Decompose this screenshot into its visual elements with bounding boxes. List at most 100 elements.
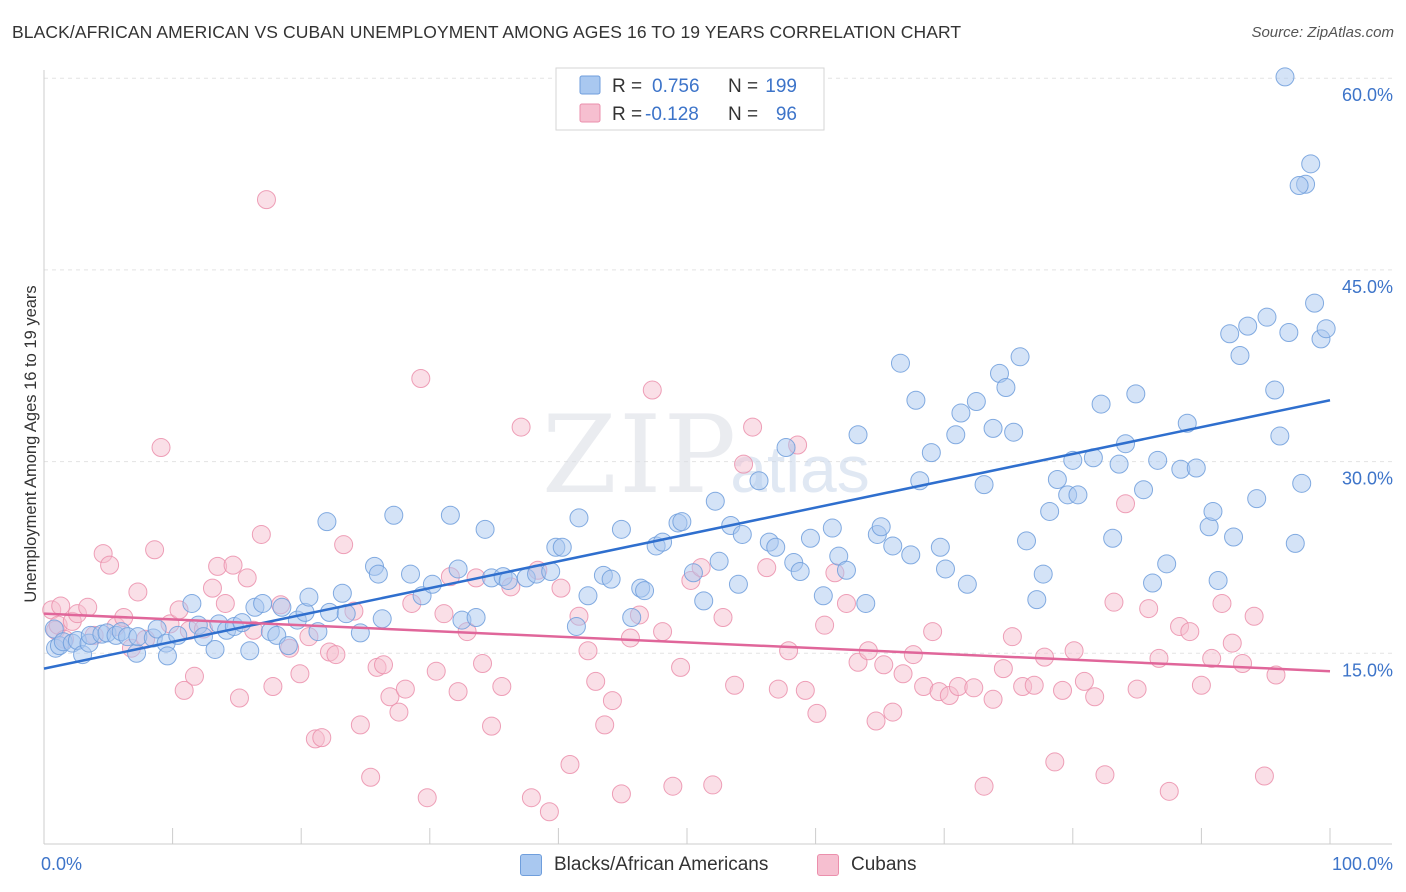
blacks-point bbox=[776, 438, 796, 458]
blacks-point bbox=[749, 471, 769, 491]
cubans-point bbox=[290, 664, 310, 684]
blacks-point bbox=[983, 418, 1003, 438]
cubans-point bbox=[251, 524, 271, 544]
watermark: ZIP atlas bbox=[542, 393, 870, 518]
blacks-point bbox=[1247, 489, 1267, 509]
blacks-point bbox=[728, 574, 748, 594]
blacks-point bbox=[1305, 293, 1325, 313]
blacks-point bbox=[578, 586, 598, 606]
cubans-point bbox=[1104, 592, 1124, 612]
blacks-point bbox=[1238, 316, 1258, 336]
cubans-point bbox=[389, 702, 409, 722]
blacks-points bbox=[44, 67, 1336, 666]
blacks-point bbox=[422, 574, 442, 594]
cubans-point bbox=[263, 677, 283, 697]
cubans-point bbox=[256, 190, 276, 210]
legend-pink-n-label: N = bbox=[728, 104, 758, 125]
blacks-point bbox=[732, 524, 752, 544]
legend-label-blacks: Blacks/African Americans bbox=[554, 854, 769, 875]
blacks-point bbox=[1143, 573, 1163, 593]
blacks-point bbox=[790, 562, 810, 582]
cubans-point bbox=[417, 788, 437, 808]
x-tick-labels: 0.0% 100.0% bbox=[41, 854, 1393, 874]
cubans-point bbox=[1002, 627, 1022, 647]
blacks-point bbox=[951, 403, 971, 423]
cubans-point bbox=[703, 775, 723, 795]
blacks-point bbox=[1270, 426, 1290, 446]
legend-pink-r-label: R = bbox=[612, 104, 642, 125]
cubans-point bbox=[1024, 675, 1044, 695]
cubans-point bbox=[1045, 752, 1065, 772]
blacks-point bbox=[475, 519, 495, 539]
blacks-point bbox=[466, 608, 486, 628]
blacks-point bbox=[635, 581, 655, 601]
blacks-point bbox=[401, 564, 421, 584]
blacks-point bbox=[205, 639, 225, 659]
blacks-point bbox=[946, 425, 966, 445]
cubans-point bbox=[411, 369, 431, 389]
cubans-point bbox=[1266, 665, 1286, 685]
blacks-point bbox=[622, 608, 642, 628]
blacks-point bbox=[1010, 347, 1030, 367]
cubans-point bbox=[893, 664, 913, 684]
cubans-point bbox=[1064, 641, 1084, 661]
cubans-point bbox=[312, 728, 332, 748]
cubans-point bbox=[974, 776, 994, 796]
blacks-point bbox=[672, 512, 692, 532]
x-tick-label-0: 0.0% bbox=[41, 854, 82, 874]
blacks-point bbox=[1027, 590, 1047, 610]
cubans-point bbox=[964, 678, 984, 698]
blacks-point bbox=[1040, 501, 1060, 521]
correlation-legend: R = 0.756 N = 199 R = -0.128 N = 96 bbox=[555, 67, 825, 131]
blacks-point bbox=[1279, 323, 1299, 343]
blacks-point bbox=[1068, 485, 1088, 505]
blacks-point bbox=[1203, 501, 1223, 521]
y-tick-label-1: 30.0% bbox=[1342, 469, 1393, 489]
cubans-point bbox=[1116, 494, 1136, 514]
blacks-point bbox=[848, 425, 868, 445]
cubans-point bbox=[1233, 654, 1253, 674]
blacks-point bbox=[705, 491, 725, 511]
cubans-point bbox=[448, 682, 468, 702]
legend-blue-r-label: R = bbox=[612, 76, 642, 97]
cubans-point bbox=[1202, 648, 1222, 668]
blacks-point bbox=[1033, 564, 1053, 584]
cubans-point bbox=[807, 703, 827, 723]
cubans-point bbox=[539, 802, 559, 822]
cubans-point bbox=[743, 417, 763, 437]
blacks-point bbox=[694, 591, 714, 611]
cubans-point bbox=[1053, 680, 1073, 700]
cubans-point bbox=[1254, 766, 1274, 786]
blacks-point bbox=[1134, 480, 1154, 500]
cubans-point bbox=[1222, 633, 1242, 653]
cubans-point bbox=[174, 680, 194, 700]
cubans-point bbox=[78, 597, 98, 617]
blacks-point bbox=[1004, 422, 1024, 442]
cubans-point bbox=[1127, 679, 1147, 699]
blacks-point bbox=[871, 517, 891, 537]
blacks-point bbox=[1275, 67, 1295, 87]
blacks-point bbox=[906, 390, 926, 410]
cubans-point bbox=[237, 568, 257, 588]
cubans-point bbox=[602, 691, 622, 711]
blacks-point bbox=[566, 616, 586, 636]
blacks-point bbox=[272, 597, 292, 617]
cubans-point bbox=[1244, 606, 1264, 626]
blacks-point bbox=[1109, 454, 1129, 474]
cubans-point bbox=[713, 608, 733, 628]
cubans-point bbox=[473, 654, 493, 674]
y-tick-labels: 15.0% 30.0% 45.0% 60.0% bbox=[1342, 85, 1393, 680]
legend-swatch-cubans bbox=[817, 854, 839, 876]
blacks-point bbox=[569, 508, 589, 528]
cubans-point bbox=[1074, 671, 1094, 691]
blacks-point bbox=[1103, 528, 1123, 548]
cubans-point bbox=[1212, 593, 1232, 613]
cubans-point bbox=[734, 454, 754, 474]
cubans-point bbox=[866, 711, 886, 731]
cubans-point bbox=[151, 438, 171, 458]
cubans-point bbox=[836, 593, 856, 613]
cubans-points bbox=[42, 190, 1286, 822]
blacks-point bbox=[278, 636, 298, 656]
cubans-point bbox=[51, 596, 71, 616]
cubans-point bbox=[611, 784, 631, 804]
